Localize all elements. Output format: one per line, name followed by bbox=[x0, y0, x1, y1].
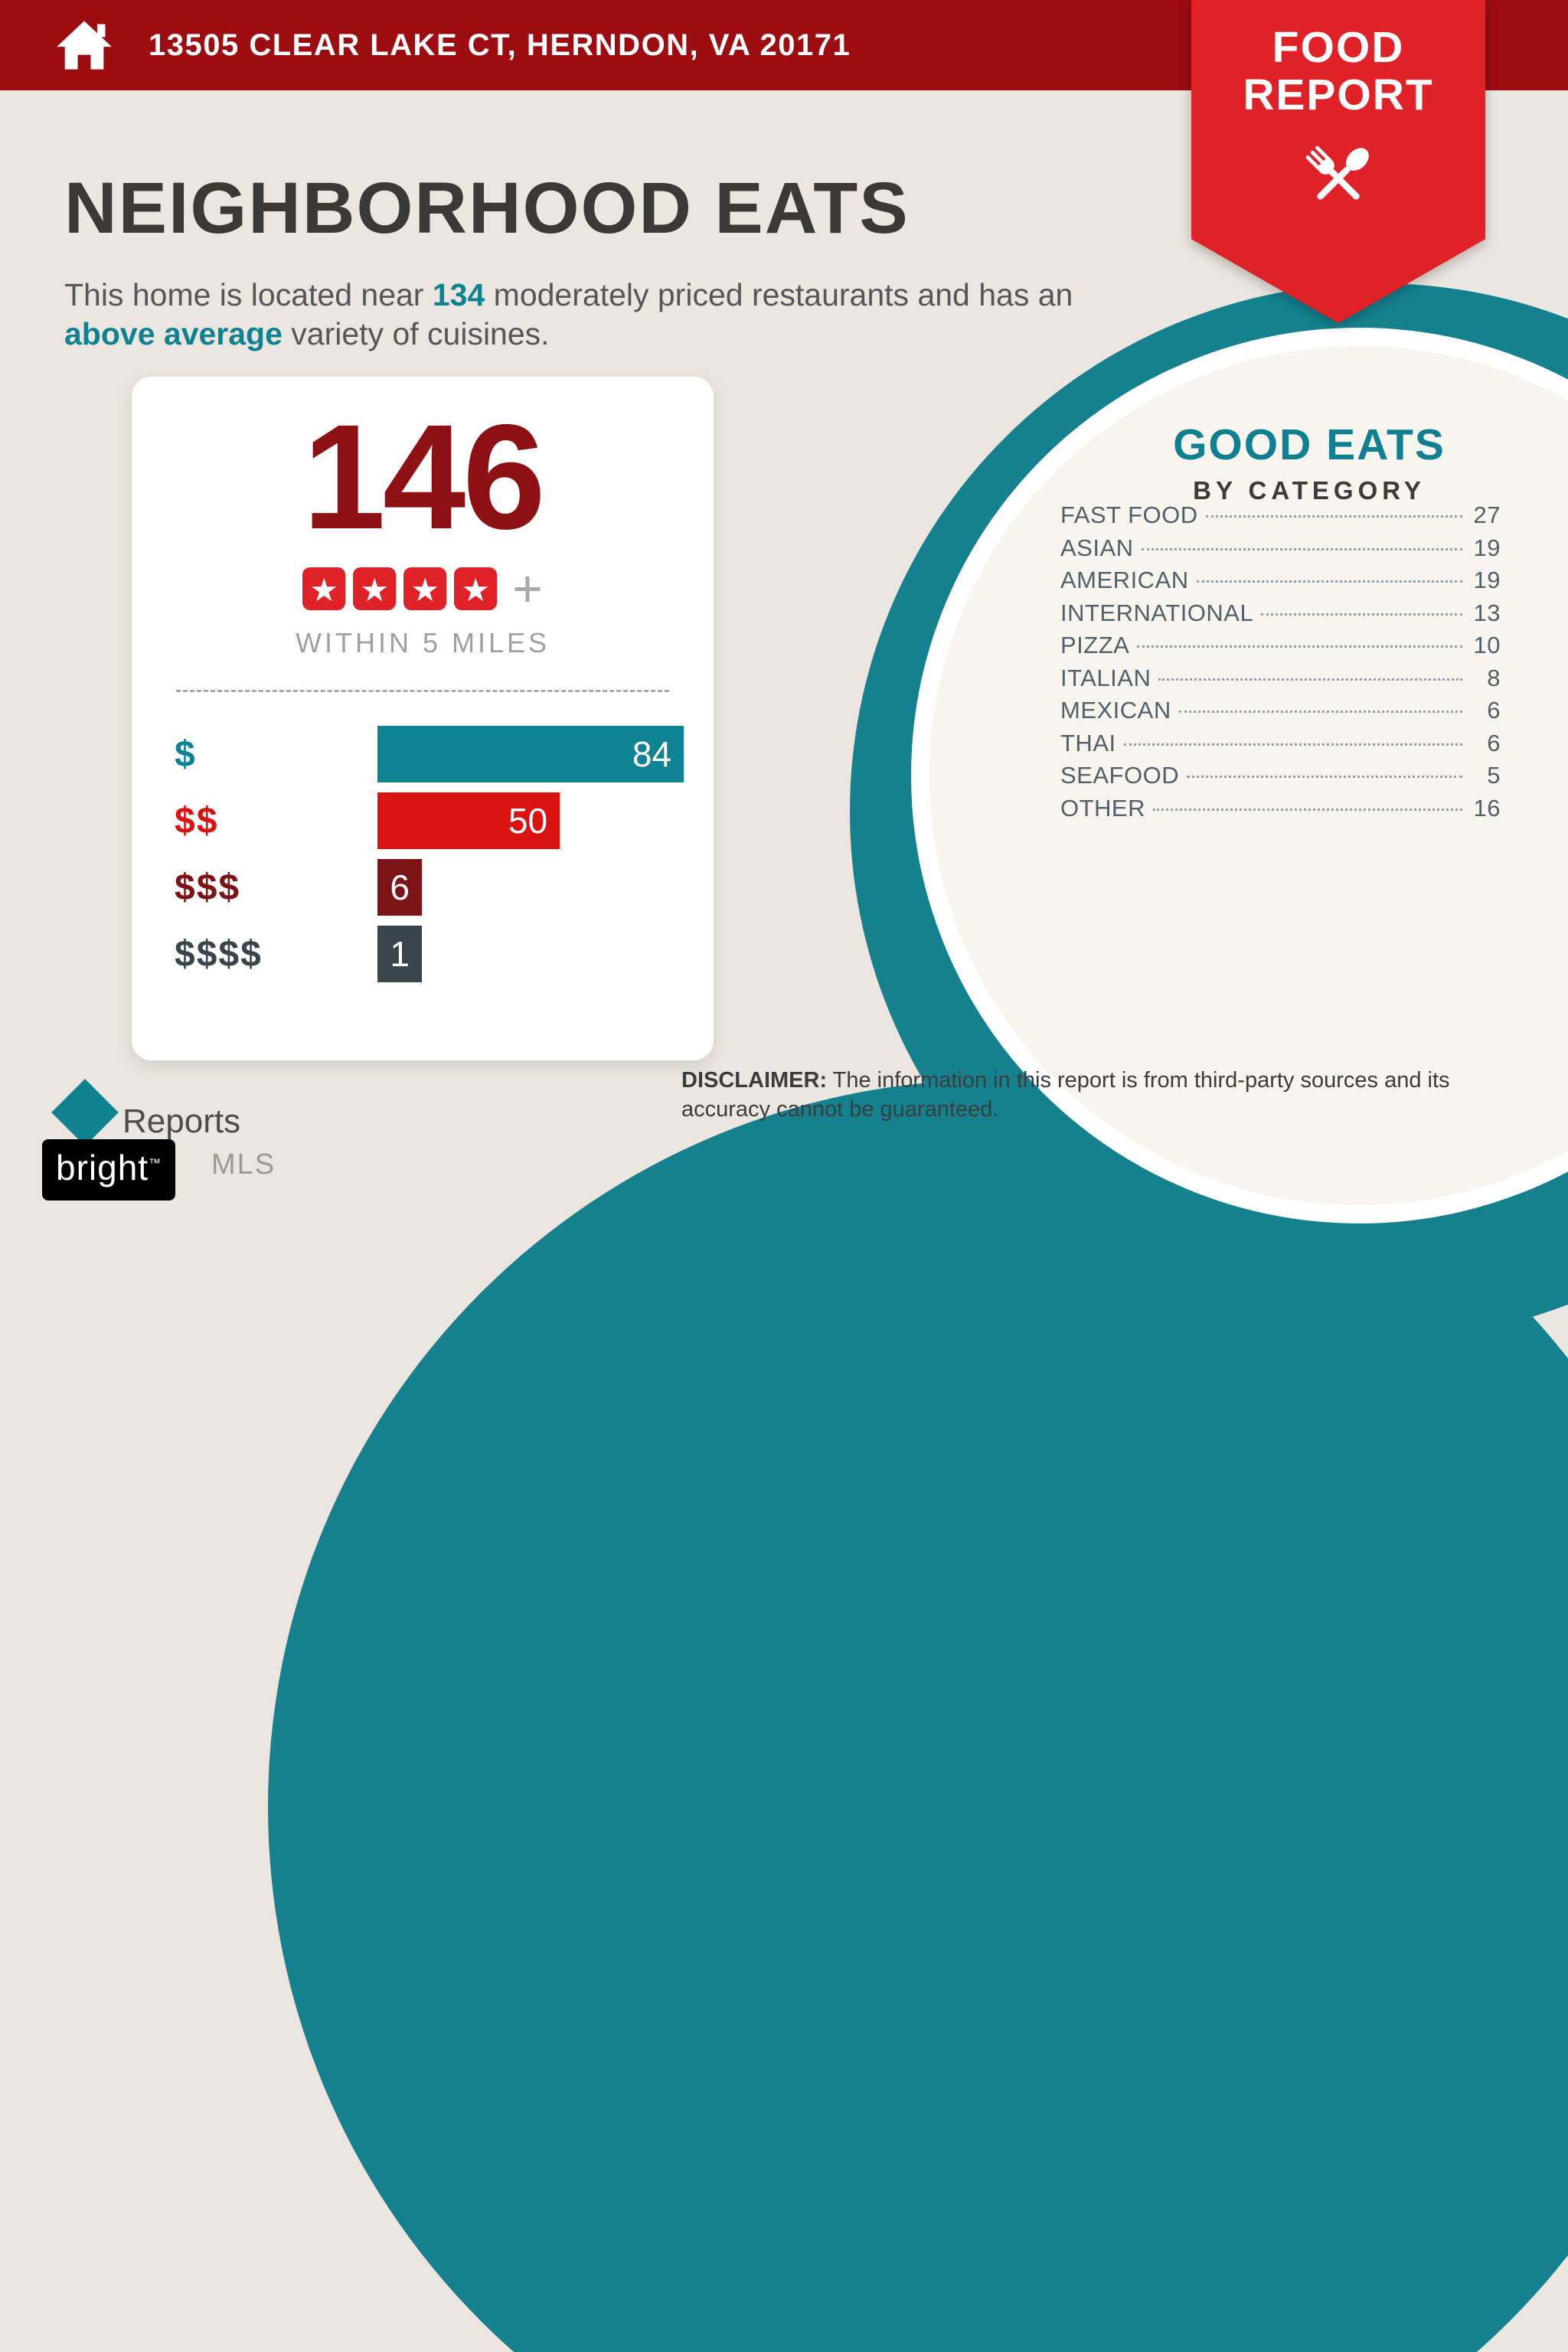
dotted-leader bbox=[1137, 645, 1462, 648]
price-bar-row: $$$$ 1 bbox=[175, 926, 714, 982]
dotted-leader bbox=[1178, 710, 1462, 713]
bright-logo-text: bright bbox=[56, 1148, 149, 1187]
price-tier-label: $$ bbox=[175, 800, 219, 841]
disclaimer: DISCLAIMER: The information in this repo… bbox=[681, 1066, 1504, 1125]
mls-logo-text: MLS bbox=[211, 1148, 276, 1181]
category-label: PIZZA bbox=[1060, 632, 1130, 658]
price-tier-value: 6 bbox=[390, 867, 410, 907]
spoon-fork-icon bbox=[1285, 129, 1391, 227]
price-tier-label: $$$$ bbox=[175, 933, 263, 975]
category-row: MEXICAN 6 bbox=[1060, 697, 1501, 730]
category-row: INTERNATIONAL 13 bbox=[1060, 599, 1501, 632]
category-value: 13 bbox=[1473, 599, 1501, 626]
dashed-divider bbox=[176, 690, 669, 692]
category-list: FAST FOOD 27 ASIAN 19 AMERICAN 19 INTERNATIONA… bbox=[1060, 501, 1501, 827]
intro-lead-1: This home is located near bbox=[64, 277, 433, 312]
intro-lead-2: moderately priced restaurants and has an bbox=[485, 277, 1073, 312]
bright-mls-logo: bright™ bbox=[42, 1139, 176, 1200]
dotted-leader bbox=[1187, 776, 1462, 778]
price-tier-bar: 6 bbox=[377, 859, 422, 916]
dotted-leader bbox=[1158, 678, 1462, 681]
intro-lead-3: variety of cuisines. bbox=[282, 316, 550, 352]
category-label: ITALIAN bbox=[1060, 664, 1152, 691]
category-value: 8 bbox=[1487, 664, 1501, 691]
category-value: 19 bbox=[1473, 567, 1501, 593]
category-value: 19 bbox=[1473, 534, 1501, 561]
category-value: 10 bbox=[1473, 632, 1501, 658]
category-row: PIZZA 10 bbox=[1060, 632, 1501, 665]
good-eats-heading: GOOD EATS BY CATEGORY bbox=[1003, 420, 1568, 505]
category-label: FAST FOOD bbox=[1060, 501, 1198, 528]
variety-highlight: above average bbox=[64, 316, 283, 352]
category-row: SEAFOOD 5 bbox=[1060, 762, 1501, 795]
category-row: ASIAN 19 bbox=[1060, 534, 1501, 567]
star-rating: ★ ★ ★ ★ + bbox=[132, 563, 714, 615]
trademark-symbol: ™ bbox=[149, 1157, 162, 1171]
badge-line-report: REPORT bbox=[1243, 70, 1434, 119]
price-tier-bar: 84 bbox=[377, 726, 684, 782]
page-title: NEIGHBORHOOD EATS bbox=[64, 168, 910, 249]
star-icon: ★ bbox=[454, 567, 498, 610]
reports-logo-text: Reports bbox=[122, 1102, 241, 1140]
category-row: ITALIAN 8 bbox=[1060, 665, 1501, 697]
price-bar-chart: $84 $$ 50 $$$ 6 $$$$ 1 bbox=[175, 726, 714, 982]
price-bar-row: $84 bbox=[175, 726, 714, 782]
category-label: MEXICAN bbox=[1060, 697, 1171, 724]
radius-label: WITHIN 5 MILES bbox=[295, 627, 550, 658]
reports-logo-icon bbox=[51, 1079, 119, 1146]
price-tier-label: $$$ bbox=[175, 867, 241, 908]
property-address: 13505 CLEAR LAKE CT, HERNDON, VA 20171 bbox=[149, 28, 851, 62]
category-label: THAI bbox=[1060, 729, 1116, 756]
category-label: INTERNATIONAL bbox=[1060, 599, 1254, 626]
total-restaurants: 146 bbox=[302, 394, 545, 560]
restaurant-count: 134 bbox=[432, 277, 485, 312]
plus-icon: + bbox=[512, 560, 543, 618]
category-value: 6 bbox=[1487, 729, 1501, 756]
price-tier-value: 1 bbox=[390, 934, 410, 974]
dotted-leader bbox=[1141, 547, 1462, 550]
price-tier-label: $ bbox=[175, 733, 197, 775]
category-value: 27 bbox=[1473, 501, 1501, 528]
ribbon-shape: FOOD REPORT bbox=[1191, 0, 1485, 323]
category-label: SEAFOOD bbox=[1060, 762, 1180, 789]
price-tier-bar: 50 bbox=[377, 792, 560, 849]
category-label: AMERICAN bbox=[1060, 567, 1189, 593]
category-value: 6 bbox=[1487, 697, 1501, 724]
disclaimer-text: The information in this report is from t… bbox=[681, 1068, 1450, 1122]
food-report-badge: FOOD REPORT bbox=[1191, 0, 1485, 323]
price-tier-bar: 1 bbox=[377, 926, 422, 982]
dotted-leader bbox=[1153, 808, 1462, 811]
price-tier-value: 84 bbox=[632, 734, 671, 774]
good-eats-title: GOOD EATS bbox=[1173, 420, 1446, 469]
dotted-leader bbox=[1196, 580, 1462, 583]
badge-line-food: FOOD bbox=[1272, 23, 1405, 72]
category-label: OTHER bbox=[1060, 794, 1145, 822]
price-tier-value: 50 bbox=[508, 801, 548, 841]
star-icon: ★ bbox=[353, 567, 397, 610]
price-bar-row: $$$ 6 bbox=[175, 859, 714, 916]
dotted-leader bbox=[1261, 612, 1462, 616]
category-row: OTHER 16 bbox=[1060, 795, 1501, 828]
category-value: 5 bbox=[1487, 762, 1501, 789]
price-bar-row: $$ 50 bbox=[175, 792, 714, 849]
category-row: THAI 6 bbox=[1060, 730, 1501, 763]
intro-text: This home is located near 134 moderately… bbox=[64, 276, 1106, 354]
summary-card: 146 ★ ★ ★ ★ + WITHIN 5 MILES $84 $$ 50 $$$ 6 $$$$… bbox=[132, 377, 714, 1060]
category-row: AMERICAN 19 bbox=[1060, 567, 1501, 599]
category-value: 16 bbox=[1473, 794, 1501, 822]
dotted-leader bbox=[1205, 515, 1462, 518]
star-icon: ★ bbox=[403, 567, 447, 610]
good-eats-subtitle: BY CATEGORY bbox=[1193, 476, 1426, 505]
category-row: FAST FOOD 27 bbox=[1060, 501, 1501, 534]
star-icon: ★ bbox=[302, 567, 346, 610]
category-label: ASIAN bbox=[1060, 534, 1134, 561]
home-icon bbox=[55, 19, 113, 71]
disclaimer-label: DISCLAIMER: bbox=[681, 1068, 828, 1093]
dotted-leader bbox=[1123, 743, 1462, 746]
